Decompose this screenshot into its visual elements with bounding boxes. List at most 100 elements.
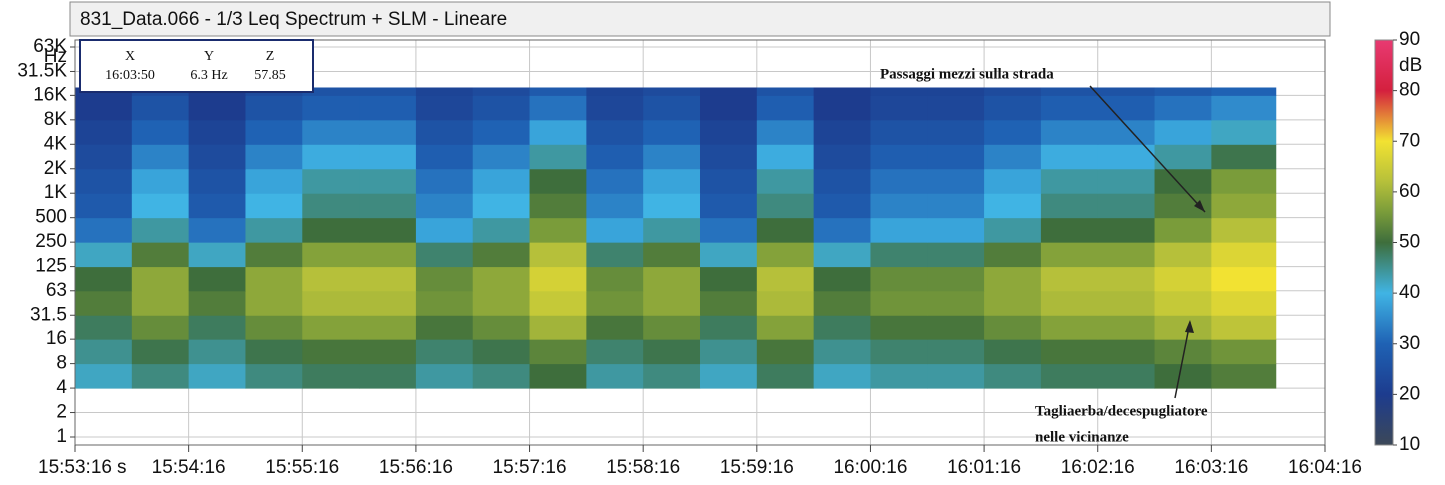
heat-cell: [245, 339, 303, 365]
heat-cell: [1097, 119, 1156, 145]
heat-cell: [415, 119, 474, 145]
heat-cell: [302, 87, 360, 96]
heat-cell: [1097, 87, 1156, 96]
heat-cell: [472, 87, 531, 96]
heat-cell: [75, 315, 133, 340]
heat-cell: [415, 87, 474, 96]
y-tick-label: 2: [56, 402, 67, 423]
heat-cell: [813, 87, 871, 96]
heat-cell: [529, 193, 587, 219]
heat-cell: [700, 144, 758, 170]
heat-cell: [927, 266, 985, 292]
heat-cell: [870, 87, 928, 96]
heat-cell: [586, 193, 644, 219]
heat-cell: [1211, 266, 1277, 292]
heat-cell: [1040, 144, 1099, 170]
colorbar-label: 10: [1399, 434, 1420, 455]
y-tick-label: 63: [46, 280, 67, 301]
heat-cell: [302, 144, 360, 170]
heat-cell: [415, 266, 474, 292]
heat-cell: [1097, 242, 1156, 268]
heat-cell: [188, 144, 246, 170]
chart-title: 831_Data.066 - 1/3 Leq Spectrum + SLM - …: [80, 9, 507, 30]
heat-cell: [1097, 315, 1156, 340]
heat-cell: [1211, 193, 1277, 219]
heat-cell: [643, 95, 701, 121]
x-tick-label: 16:03:16: [1174, 457, 1248, 478]
colorbar-label: 70: [1399, 130, 1420, 151]
heat-cell: [756, 168, 815, 194]
heat-cell: [75, 339, 133, 365]
heat-cell: [586, 266, 644, 292]
heat-cell: [529, 242, 587, 268]
heat-cell: [245, 193, 303, 219]
heat-cell: [359, 144, 417, 170]
heat-cell: [359, 290, 417, 316]
heat-cell: [472, 242, 531, 268]
heat-cell: [1040, 363, 1099, 389]
heat-cell: [586, 168, 644, 194]
colorbar-label: 90: [1399, 29, 1420, 50]
heat-cell: [1211, 363, 1277, 389]
heat-cell: [302, 266, 360, 292]
y-tick-label: 31.5K: [17, 60, 67, 81]
heat-cell: [643, 266, 701, 292]
heat-cell: [927, 168, 985, 194]
heat-cell: [586, 242, 644, 268]
heat-cell: [1154, 363, 1212, 389]
heat-cell: [870, 363, 928, 389]
heat-cell: [870, 339, 928, 365]
heat-cell: [131, 193, 190, 219]
annotation-arrow: [1174, 321, 1191, 399]
heat-cell: [870, 266, 928, 292]
heat-cell: [1040, 242, 1099, 268]
heat-cell: [188, 363, 246, 389]
heat-cell: [529, 217, 587, 243]
heat-cell: [188, 95, 246, 121]
heat-cell: [188, 339, 246, 365]
heat-cell: [700, 168, 758, 194]
heat-cell: [1154, 95, 1212, 121]
heat-cell: [700, 290, 758, 316]
colorbar-label: 80: [1399, 80, 1420, 101]
heat-cell: [359, 95, 417, 121]
heat-cell: [1211, 144, 1277, 170]
heat-cell: [359, 363, 417, 389]
heat-cell: [813, 119, 871, 145]
heat-cell: [756, 87, 815, 96]
heat-cell: [1211, 87, 1277, 96]
heat-cell: [188, 119, 246, 145]
y-tick-label: 250: [35, 231, 67, 252]
heat-cell: [643, 290, 701, 316]
heat-cell: [75, 119, 133, 145]
heat-cell: [1154, 290, 1212, 316]
heat-cell: [131, 119, 190, 145]
heat-cell: [984, 193, 1042, 219]
heat-cell: [1211, 119, 1277, 145]
y-tick-label: 8: [56, 353, 67, 374]
heat-cell: [1097, 290, 1156, 316]
spectrogram: [75, 87, 1277, 389]
heat-cell: [927, 339, 985, 365]
y-tick-label: 500: [35, 207, 67, 228]
heat-cell: [756, 217, 815, 243]
heat-cell: [75, 266, 133, 292]
y-tick-label: 8K: [44, 109, 68, 130]
annotation: Tagliaerba/decespugliatore: [1035, 403, 1208, 419]
heat-cell: [245, 95, 303, 121]
heat-cell: [359, 87, 417, 96]
heat-cell: [472, 217, 531, 243]
heat-cell: [1097, 144, 1156, 170]
heat-cell: [529, 290, 587, 316]
heat-cell: [870, 144, 928, 170]
heat-cell: [302, 339, 360, 365]
annotation: Passaggi mezzi sulla strada: [880, 66, 1054, 82]
heat-cell: [813, 95, 871, 121]
heat-cell: [984, 242, 1042, 268]
heat-cell: [700, 95, 758, 121]
heat-cell: [1154, 242, 1212, 268]
heat-cell: [188, 168, 246, 194]
heat-cell: [302, 217, 360, 243]
arrow-head: [1185, 320, 1194, 333]
